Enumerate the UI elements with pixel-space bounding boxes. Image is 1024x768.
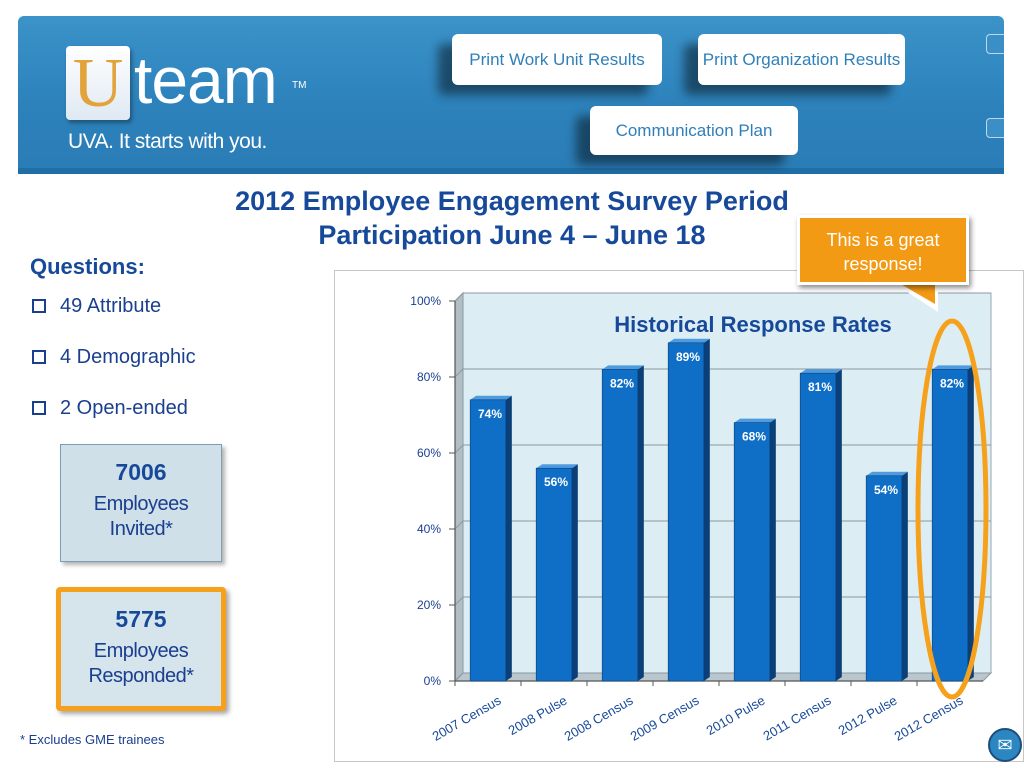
bar (931, 369, 969, 682)
logo-tagline: UVA. It starts with you. (68, 130, 267, 153)
chart-floor (453, 672, 993, 682)
employees-responded-label: Employees Responded* (61, 639, 221, 689)
employees-responded-box: 5775 Employees Responded* (56, 587, 226, 711)
y-tick-label: 80% (417, 370, 441, 384)
chat-bubble-icon[interactable]: ✉ (988, 728, 1022, 762)
bar (601, 369, 639, 682)
y-tick-label: 40% (417, 522, 441, 536)
bar-top (668, 338, 710, 343)
uteam-logo: U team TM UVA. It starts with you. (66, 40, 306, 160)
bar (667, 342, 705, 682)
chart-panel: 0% 20% 40% 60% 80% 100% Historical Response Ra… (334, 270, 1024, 762)
x-tick-label: 2012 Census (892, 692, 966, 744)
employees-invited-label-line1: Employees (93, 493, 189, 515)
bar (535, 467, 573, 682)
logo-u-mark: U (66, 46, 130, 122)
x-tick-label: 2012 Pulse (836, 693, 900, 739)
questions-heading: Questions: (30, 254, 145, 279)
bar-top (536, 464, 578, 469)
bar-side (967, 365, 974, 681)
checkbox-bullet-icon (32, 401, 46, 415)
bar-top (734, 418, 776, 423)
x-tick-label: 2008 Pulse (506, 693, 570, 739)
logo-wordmark: team (134, 43, 278, 117)
grid-diagonal (454, 672, 464, 682)
logo-trademark: TM (292, 80, 307, 91)
nav-tab-top-icon[interactable] (986, 34, 1004, 54)
grid-diagonal (454, 596, 464, 606)
bar-side (505, 395, 512, 681)
bar-top (470, 395, 512, 400)
data-label: 68% (742, 430, 766, 444)
y-tick-label: 60% (417, 446, 441, 460)
data-label: 74% (478, 407, 502, 421)
x-tick-label: 2008 Census (562, 692, 636, 744)
employees-invited-box: 7006 Employees Invited* (60, 444, 222, 562)
footnote: * Excludes GME trainees (20, 732, 165, 747)
bar-top (800, 369, 842, 374)
print-work-unit-results-button[interactable]: Print Work Unit Results (452, 34, 662, 85)
x-tick-label: 2009 Census (628, 692, 702, 744)
data-label: 82% (610, 376, 634, 390)
print-organization-results-button[interactable]: Print Organization Results (698, 34, 905, 85)
question-item-label: 49 Attribute (60, 295, 162, 317)
bar (865, 475, 903, 682)
bar-side (637, 365, 644, 681)
response-rates-chart: 0% 20% 40% 60% 80% 100% Historical Response Ra… (410, 291, 993, 744)
bar-top (866, 471, 908, 476)
checkbox-bullet-icon (32, 299, 46, 313)
nav-tab-bottom-icon[interactable] (986, 118, 1004, 138)
bar (733, 422, 771, 682)
x-tick-label: 2010 Pulse (704, 693, 768, 739)
employees-responded-count: 5775 (115, 606, 167, 632)
chart-side-wall (454, 291, 464, 683)
data-label: 81% (808, 380, 832, 394)
y-tick-label: 0% (424, 674, 442, 688)
bar (469, 399, 507, 682)
question-item-label: 4 Demographic (60, 346, 196, 368)
header-banner-edge (18, 168, 1004, 174)
data-label: 56% (544, 475, 568, 489)
page-title-line2: Participation June 4 – June 18 (318, 220, 706, 250)
list-item: 2 Open-ended (30, 394, 196, 445)
bar-side (703, 338, 710, 681)
x-tick-label: 2007 Census (430, 692, 504, 744)
communication-plan-button[interactable]: Communication Plan (590, 106, 798, 155)
employees-responded-label-line1: Employees (93, 640, 189, 662)
grid-diagonal (454, 368, 464, 378)
grid-diagonal (454, 520, 464, 530)
checkbox-bullet-icon (32, 350, 46, 364)
page-title-line1: 2012 Employee Engagement Survey Period (235, 186, 789, 216)
employees-invited-label-line2: Invited* (109, 518, 173, 540)
bar-top (932, 365, 974, 370)
bar-top (602, 365, 644, 370)
bar-side (571, 464, 578, 681)
bar-side (901, 471, 908, 681)
chart-title: Historical Response Rates (614, 312, 892, 337)
data-label: 82% (940, 376, 964, 390)
grid-diagonal (454, 444, 464, 454)
questions-list: 49 Attribute 4 Demographic 2 Open-ended (30, 292, 196, 445)
y-tick-label: 20% (417, 598, 441, 612)
x-tick-label: 2011 Census (760, 692, 833, 743)
employees-invited-label: Employees Invited* (61, 492, 221, 542)
data-label: 54% (874, 483, 898, 497)
callout-note: This is a great response! (797, 215, 969, 285)
employees-responded-label-line2: Responded* (88, 665, 194, 687)
highlight-oval (915, 318, 989, 700)
bar-side (769, 418, 776, 681)
y-tick-label: 100% (410, 294, 441, 308)
grid-diagonal (454, 292, 464, 302)
data-label: 89% (676, 350, 700, 364)
list-item: 49 Attribute (30, 292, 196, 343)
question-item-label: 2 Open-ended (60, 397, 188, 419)
list-item: 4 Demographic (30, 343, 196, 394)
bar-side (835, 369, 842, 681)
employees-invited-count: 7006 (115, 459, 167, 485)
page-title: 2012 Employee Engagement Survey Period P… (120, 184, 904, 252)
bar (799, 372, 837, 682)
